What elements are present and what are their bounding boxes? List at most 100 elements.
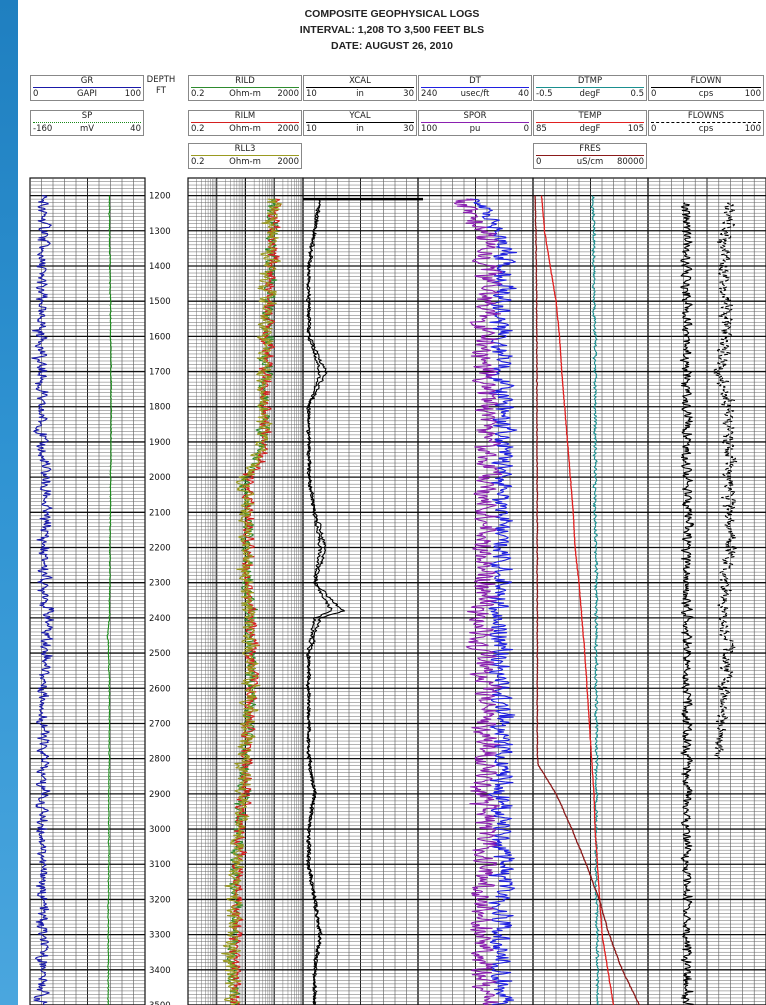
- rild-scale-min: 0.2: [191, 89, 205, 99]
- spor-scale-min: 100: [421, 124, 438, 134]
- chart-title: COMPOSITE GEOPHYSICAL LOGS: [304, 8, 480, 20]
- depth-tick-label: 3400: [149, 966, 171, 976]
- rll3-scale-max: 2000: [277, 157, 299, 167]
- rll3-legend-line: [191, 155, 299, 156]
- fres-curve: [534, 195, 640, 1005]
- ycal-scale-min: 10: [306, 124, 317, 134]
- depth-header-label: DEPTH: [146, 75, 176, 85]
- depth-tick-label: 3500: [149, 1001, 171, 1005]
- temp-scale-max: 105: [627, 124, 644, 134]
- fres-legend-line: [536, 155, 644, 156]
- sp-curve: [106, 195, 113, 1005]
- depth-tick-label: 1600: [149, 332, 171, 342]
- depth-tick-label: 2500: [149, 649, 171, 659]
- rilm-unit: Ohm-m: [229, 124, 261, 134]
- depth-tick-label: 2700: [149, 719, 171, 729]
- fres-unit: uS/cm: [576, 157, 604, 167]
- depth-tick-label: 1700: [149, 368, 171, 378]
- dtmp-curve-name: DTMP: [577, 76, 603, 86]
- gr-header: GR 0 GAPI 100: [30, 75, 144, 101]
- flown-curve-name: FLOWN: [690, 76, 722, 86]
- rll3-header: RLL3 0.2 Ohm-m 2000: [188, 143, 302, 169]
- flown-unit: cps: [698, 89, 714, 99]
- depth-tick-label: 1500: [149, 297, 171, 307]
- temp-legend-line: [536, 122, 644, 123]
- dtmp-curve: [590, 195, 600, 1005]
- depth-header-unit: FT: [156, 86, 166, 96]
- dt-scale-max: 40: [518, 89, 529, 99]
- ycal-curve-name: YCAL: [349, 111, 371, 121]
- depth-header: DEPTH FT: [146, 75, 176, 97]
- depth-tick-label: 2600: [149, 684, 171, 694]
- rilm-scale-min: 0.2: [191, 124, 205, 134]
- flowns-unit: cps: [698, 124, 714, 134]
- rilm-header: RILM 0.2 Ohm-m 2000: [188, 110, 302, 136]
- rild-legend-line: [191, 87, 299, 88]
- ycal-legend-line: [306, 122, 414, 123]
- depth-tick-label: 3000: [149, 825, 171, 835]
- dt-unit: usec/ft: [460, 89, 490, 99]
- flowns-header: FLOWNS 0 cps 100: [648, 110, 764, 136]
- log-sheet: COMPOSITE GEOPHYSICAL LOGS INTERVAL: 1,2…: [18, 0, 766, 1005]
- depth-tick-label: 3300: [149, 931, 171, 941]
- rilm-curve-name: RILM: [234, 111, 256, 121]
- depth-tick-label: 2300: [149, 579, 171, 589]
- spor-legend-line: [421, 122, 529, 123]
- spor-curve: [454, 198, 503, 1005]
- ycal-unit: in: [356, 124, 364, 134]
- depth-tick-label: 2800: [149, 755, 171, 765]
- spor-scale-max: 0: [523, 124, 529, 134]
- gr-scale-max: 100: [124, 89, 141, 99]
- dtmp-header: DTMP -0.5 degF 0.5: [533, 75, 647, 101]
- depth-tick-label: 1400: [149, 262, 171, 272]
- depth-tick-label: 2200: [149, 544, 171, 554]
- rll3-curve: [221, 198, 283, 1005]
- depth-tick-label: 1900: [149, 438, 171, 448]
- ycal-header: YCAL 10 in 30: [303, 110, 417, 136]
- depth-tick-label: 3100: [149, 860, 171, 870]
- flowns-curve: [713, 202, 738, 759]
- rilm-legend-line: [191, 122, 299, 123]
- dtmp-unit: degF: [579, 89, 601, 99]
- fres-curve-name: FRES: [579, 144, 601, 154]
- depth-tick-label: 3200: [149, 895, 171, 905]
- spor-unit: pu: [469, 124, 481, 134]
- temp-curve: [540, 195, 615, 1005]
- rild-unit: Ohm-m: [229, 89, 261, 99]
- sp-curve-name: SP: [81, 111, 93, 121]
- gr-legend-line: [33, 87, 141, 88]
- gr-scale-min: 0: [33, 89, 39, 99]
- xcal-scale-max: 30: [403, 89, 414, 99]
- rilm-scale-max: 2000: [277, 124, 299, 134]
- flowns-legend-line: [651, 122, 761, 123]
- flowns-curve-name: FLOWNS: [687, 111, 725, 121]
- dt-legend-line: [421, 87, 529, 88]
- dtmp-scale-min: -0.5: [536, 89, 553, 99]
- chart-date: DATE: AUGUST 26, 2010: [331, 40, 453, 52]
- xcal-legend-line: [306, 87, 414, 88]
- fres-scale-max: 80000: [616, 157, 644, 167]
- xcal-unit: in: [356, 89, 364, 99]
- depth-tick-label: 1300: [149, 227, 171, 237]
- dt-curve-name: DT: [469, 76, 481, 86]
- well-log-chart: 1200 1300 1400 1500 1600 1700 1800 1900 2000 2100…: [29, 177, 766, 1005]
- rild-scale-max: 2000: [277, 89, 299, 99]
- fres-header: FRES 0 uS/cm 80000: [533, 143, 647, 169]
- xcal-header: XCAL 10 in 30: [303, 75, 417, 101]
- flowns-scale-max: 100: [744, 124, 761, 134]
- flown-scale-max: 100: [744, 89, 761, 99]
- flown-legend-line: [651, 87, 761, 88]
- xcal-scale-min: 10: [306, 89, 317, 99]
- ycal-curve: [305, 198, 346, 1005]
- depth-tick-label: 1800: [149, 403, 171, 413]
- gr-curve: [31, 195, 55, 1005]
- gr-curve-name: GR: [80, 76, 94, 86]
- sp-header: SP -160 mV 40: [30, 110, 144, 136]
- rild-curve-name: RILD: [235, 76, 255, 86]
- rild-header: RILD 0.2 Ohm-m 2000: [188, 75, 302, 101]
- sp-legend-line: [33, 122, 141, 123]
- ycal-scale-max: 30: [403, 124, 414, 134]
- spor-header: SPOR 100 pu 0: [418, 110, 532, 136]
- temp-curve-name: TEMP: [578, 111, 602, 121]
- rll3-unit: Ohm-m: [229, 157, 261, 167]
